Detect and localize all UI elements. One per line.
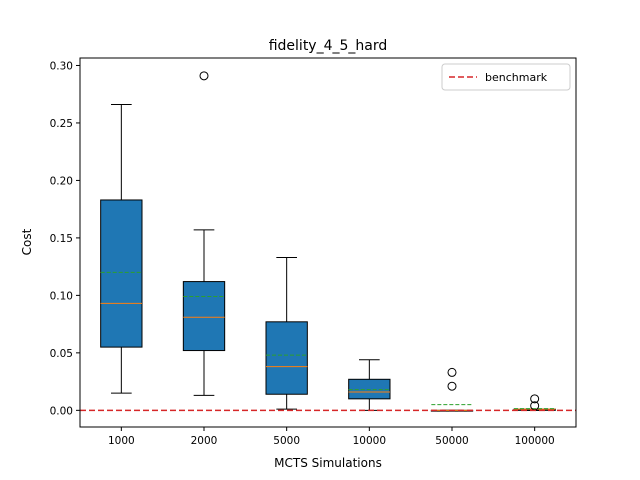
y-tick-label: 0.15 [50,233,73,245]
x-tick-label: 10000 [353,435,386,447]
y-tick-label: 0.25 [50,118,73,130]
x-axis-label: MCTS Simulations [274,456,382,470]
box-2000 [182,281,226,352]
y-tick-label: 0.30 [50,60,73,72]
box-10000 [348,378,391,400]
x-tick-label: 5000 [273,435,300,447]
axes-frame [79,57,577,428]
y-tick-label: 0.05 [50,348,73,360]
box-5000 [265,321,308,395]
chart-title: fidelity_4_5_hard [269,38,388,54]
x-tick-label: 2000 [191,435,218,447]
y-tick-label: 0.20 [50,175,73,187]
outlier-point [447,367,457,377]
y-tick-label: 0.00 [50,405,73,417]
y-axis-label: Cost [20,228,34,255]
legend-frame [441,63,571,91]
legend: benchmark [441,63,571,91]
outlier-point [447,381,457,391]
outlier-point [199,71,209,81]
outlier-point [530,394,540,404]
x-tick-label: 1000 [108,435,135,447]
legend-benchmark-label: benchmark [485,71,548,84]
y-tick-label: 0.10 [50,290,73,302]
x-tick-label: 50000 [435,435,468,447]
box-1000 [100,199,143,348]
plot-area: 0.00 0.05 0.10 0.15 0.20 0.25 0.30 1000 2000 5000… [50,60,576,447]
x-tick-label: 100000 [515,435,555,447]
